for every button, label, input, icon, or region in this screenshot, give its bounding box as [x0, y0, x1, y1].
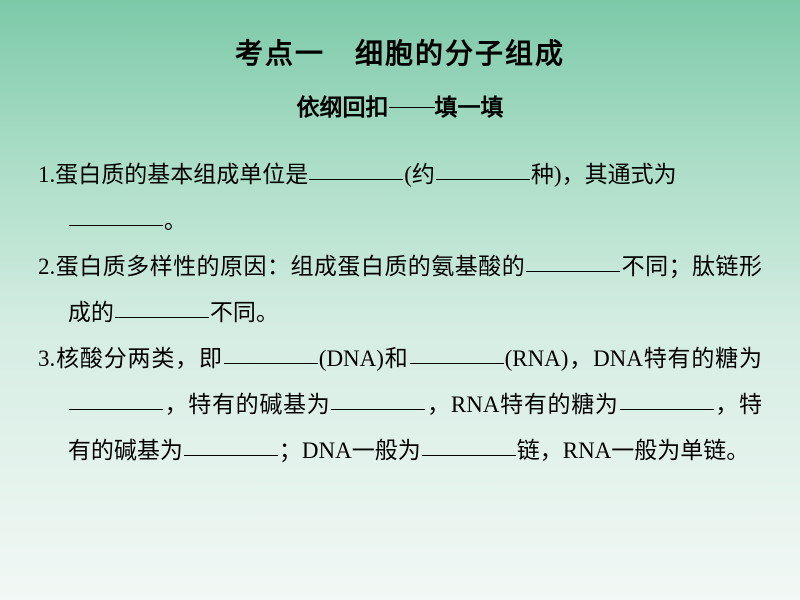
subtitle: 依纲回扣 填一填	[38, 88, 762, 122]
text: 。	[164, 208, 187, 233]
blank-field	[69, 386, 163, 410]
text: 链，RNA一般为单链。	[517, 438, 750, 463]
blank-field	[526, 248, 620, 272]
blank-field	[309, 156, 403, 180]
text: 不同。	[210, 300, 279, 325]
question-2: 2.蛋白质多样性的原因：组成蛋白质的氨基酸的不同；肽链形成的不同。	[38, 244, 762, 336]
text: 1.蛋白质的基本组成单位是	[38, 162, 308, 187]
text: (约	[404, 162, 435, 187]
document-content: 考点一 细胞的分子组成 依纲回扣 填一填 1.蛋白质的基本组成单位是 (约 种)，其通…	[0, 0, 800, 474]
blank-field	[184, 432, 278, 456]
text: (RNA)，DNA特有的糖为	[505, 346, 762, 371]
text: (DNA)和	[319, 346, 409, 371]
subtitle-prefix: 依纲回扣	[297, 95, 389, 120]
blank-field	[69, 202, 163, 226]
text: 种)，其通式为	[531, 162, 677, 187]
blank-field	[410, 340, 504, 364]
blank-field	[620, 386, 714, 410]
text: ，特有的碱基为	[164, 392, 331, 417]
blank-field	[436, 156, 530, 180]
text: ，RNA特有的糖为	[426, 392, 618, 417]
blank-field	[331, 386, 425, 410]
text: 2.蛋白质多样性的原因：组成蛋白质的氨基酸的	[38, 254, 525, 279]
blank-field	[115, 294, 209, 318]
subtitle-suffix: 填一填	[435, 95, 504, 120]
dash-icon	[389, 107, 435, 108]
question-3: 3.核酸分两类，即 (DNA)和 (RNA)，DNA特有的糖为 ，特有的碱基为 ，RNA…	[38, 336, 762, 474]
question-1: 1.蛋白质的基本组成单位是 (约 种)，其通式为。	[38, 152, 762, 244]
text: ；DNA一般为	[279, 438, 421, 463]
blank-field	[224, 340, 318, 364]
main-title: 考点一 细胞的分子组成	[38, 32, 762, 72]
text: 3.核酸分两类，即	[38, 346, 223, 371]
blank-field	[422, 432, 516, 456]
